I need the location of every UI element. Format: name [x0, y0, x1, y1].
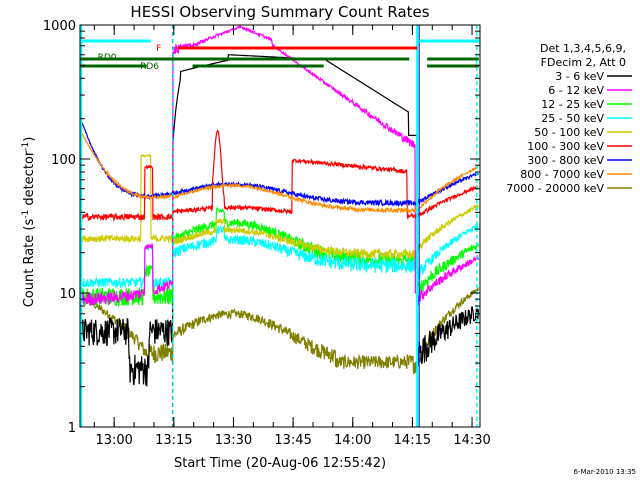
x-tick-label: 14:15	[394, 433, 431, 448]
legend: Det 1,3,4,5,6,9,FDecim 2, Att 03 - 6 keV…	[506, 42, 632, 195]
chart-title: HESSI Observing Summary Count Rates	[130, 3, 429, 21]
legend-header-line: Det 1,3,4,5,6,9,	[540, 42, 626, 55]
legend-label: 7000 - 20000 keV	[506, 182, 604, 195]
legend-label: 100 - 300 keV	[527, 140, 604, 153]
series-line-800-7000kev	[79, 128, 479, 214]
x-tick-label: 13:30	[215, 433, 252, 448]
legend-header-line: FDecim 2, Att 0	[541, 56, 626, 69]
series-line-50-100kev	[79, 153, 479, 260]
x-axis-label: Start Time (20-Aug-06 12:55:42)	[174, 456, 386, 471]
legend-label: 6 - 12 keV	[548, 84, 604, 97]
series-line-7000-20000kev	[79, 287, 479, 375]
plot-area: F RD0 RD6	[79, 24, 480, 427]
y-axis-label-sup1: -1	[21, 210, 31, 219]
legend-label: 25 - 50 keV	[541, 112, 604, 125]
x-tick-label: 14:00	[334, 433, 371, 448]
axes: 1 10 100 1000 13:00 13:15 13:30 13:45 14:00 14:15…	[43, 19, 491, 448]
y-tick-label: 10	[59, 287, 76, 302]
series-line-3-6kev	[79, 53, 479, 387]
y-axis-label-end: )	[22, 137, 37, 142]
flag-label-f: F	[156, 44, 161, 54]
legend-label: 3 - 6 keV	[555, 70, 604, 83]
svg-text:Count Rate (s-1 detector-1): Count Rate (s-1 detector-1)	[21, 137, 37, 308]
x-tick-label: 14:30	[453, 433, 490, 448]
footer-date: 6-Mar-2010 13:35	[574, 468, 636, 476]
y-tick-label: 1	[68, 421, 76, 436]
x-tick-label: 13:15	[155, 433, 192, 448]
x-tick-label: 13:00	[95, 433, 132, 448]
y-axis-label-mid: detector	[22, 150, 37, 210]
plot-frame	[79, 24, 481, 428]
flag-label-rd6: RD6	[140, 62, 159, 72]
legend-label: 300 - 800 keV	[527, 154, 604, 167]
legend-label: 50 - 100 keV	[534, 126, 604, 139]
y-tick-label: 100	[51, 153, 76, 168]
legend-label: 800 - 7000 keV	[520, 168, 604, 181]
y-tick-label: 1000	[43, 19, 76, 34]
y-axis-label-sup2: -1	[21, 142, 31, 151]
legend-label: 12 - 25 keV	[541, 98, 604, 111]
flag-label-rd0: RD0	[98, 53, 117, 63]
x-tick-label: 13:45	[274, 433, 311, 448]
series-line-6-12kev	[79, 24, 479, 307]
y-axis-label-main: Count Rate (s	[22, 219, 37, 308]
y-axis-label: Count Rate (s-1 detector-1)	[21, 137, 37, 308]
series-line-100-300kev	[79, 129, 479, 222]
